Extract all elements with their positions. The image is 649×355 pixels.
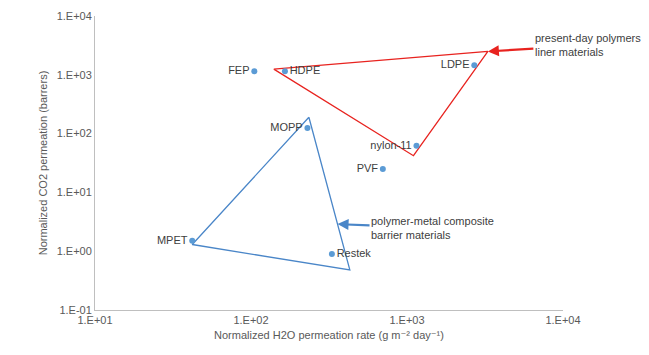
svg-text:1.E+03: 1.E+03 bbox=[389, 314, 424, 326]
svg-text:Restek: Restek bbox=[337, 247, 372, 259]
svg-text:1.E+01: 1.E+01 bbox=[77, 314, 112, 326]
svg-text:1.E+02: 1.E+02 bbox=[57, 127, 92, 139]
svg-text:1.E+04: 1.E+04 bbox=[545, 314, 580, 326]
svg-text:HDPE: HDPE bbox=[290, 64, 321, 76]
svg-text:Normalized H2O permeation rate: Normalized H2O permeation rate (g m⁻² da… bbox=[214, 329, 444, 341]
svg-text:present-day polymersliner mate: present-day polymersliner materials bbox=[535, 32, 641, 58]
svg-text:MPET: MPET bbox=[157, 234, 188, 246]
svg-text:1.E+00: 1.E+00 bbox=[57, 245, 92, 257]
svg-text:1.E+02: 1.E+02 bbox=[233, 314, 268, 326]
svg-text:FEP: FEP bbox=[228, 64, 249, 76]
svg-text:1.E+01: 1.E+01 bbox=[57, 186, 92, 198]
svg-text:polymer-metal compositebarrier: polymer-metal compositebarrier materials bbox=[371, 215, 494, 241]
svg-text:LDPE: LDPE bbox=[441, 58, 470, 70]
svg-text:Normalized CO2 permeation (bar: Normalized CO2 permeation (barrers) bbox=[37, 71, 49, 256]
svg-text:1.E-01: 1.E-01 bbox=[59, 304, 91, 316]
svg-text:nylon-11: nylon-11 bbox=[370, 139, 411, 151]
svg-text:MOPP: MOPP bbox=[270, 121, 302, 133]
svg-text:1.E+04: 1.E+04 bbox=[57, 10, 92, 22]
svg-text:PVF: PVF bbox=[357, 162, 379, 174]
svg-text:1.E+03: 1.E+03 bbox=[57, 69, 92, 81]
